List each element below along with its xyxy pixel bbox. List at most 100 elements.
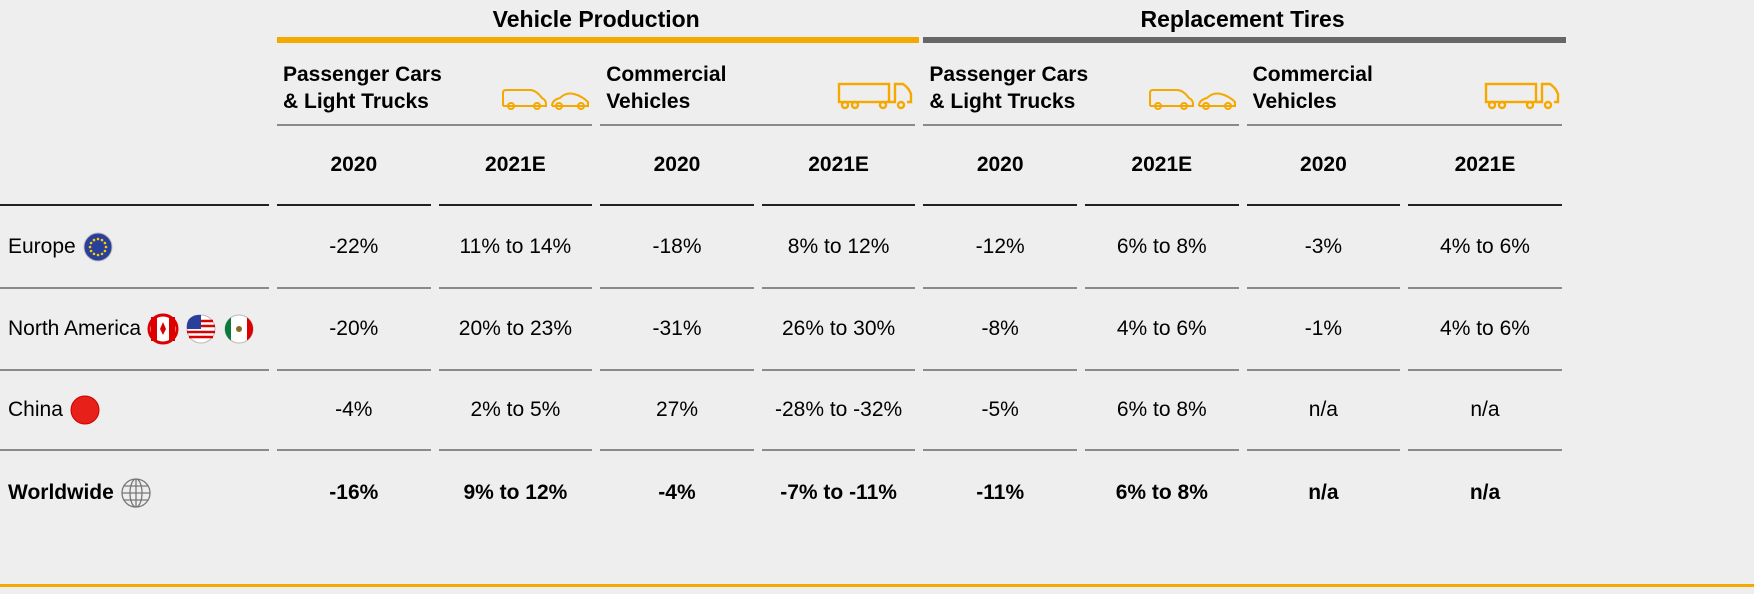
subgroup-line: Commercial (1252, 63, 1373, 86)
row-rule (438, 369, 593, 371)
subgroup-line: & Light Trucks (283, 90, 429, 113)
row-label-text: Worldwide (8, 481, 114, 504)
subgroup-rule (277, 124, 593, 126)
row-rule (1408, 369, 1562, 371)
group-bar (277, 37, 920, 43)
year-rule (438, 204, 593, 206)
subgroup-line: Vehicles (606, 90, 691, 113)
group-title: Vehicle Production (492, 6, 700, 32)
row-rule (1246, 369, 1401, 371)
subgroup-line: Passenger Cars (929, 63, 1089, 86)
year-header: 2021E (485, 153, 546, 176)
row-rule (923, 449, 1077, 451)
year-rule (277, 204, 431, 206)
truck-icon (837, 80, 913, 115)
value-cell: 6% to 8% (1116, 235, 1207, 258)
value-cell: -7% to -11% (780, 481, 897, 504)
row-rule (1246, 287, 1401, 289)
value-cell: n/a (1308, 398, 1338, 421)
region-icon (120, 477, 152, 509)
bottom-rule (0, 584, 1754, 587)
value-cell: n/a (1469, 481, 1501, 504)
year-header: 2021E (808, 153, 869, 176)
row-rule (277, 287, 431, 289)
value-cell: -4% (658, 481, 696, 504)
value-cell: -16% (329, 481, 379, 504)
year-header: 2020 (1300, 153, 1347, 176)
value-cell: 9% to 12% (463, 481, 568, 504)
row-rule (0, 287, 269, 289)
value-cell: -12% (975, 235, 1025, 258)
value-cell: -22% (329, 235, 379, 258)
value-cell: 11% to 14% (459, 235, 572, 258)
row-rule (0, 369, 269, 371)
subgroup-line: Vehicles (1252, 90, 1337, 113)
value-cell: 6% to 8% (1115, 481, 1208, 504)
value-cell: 4% to 6% (1116, 317, 1207, 340)
year-rule (1246, 204, 1401, 206)
row-rule (1085, 287, 1239, 289)
year-rule (600, 204, 754, 206)
year-rule (1408, 204, 1562, 206)
year-rule (0, 204, 269, 206)
value-cell: -18% (652, 235, 702, 258)
row-rule (1246, 449, 1401, 451)
year-header: 2020 (653, 153, 701, 176)
region-icon (82, 231, 114, 263)
value-cell: -1% (1304, 317, 1343, 340)
value-cell: 4% to 6% (1440, 235, 1530, 258)
value-cell: -28% to -32% (774, 398, 903, 421)
subgroup-line: Commercial (606, 63, 727, 86)
row-rule (1408, 449, 1562, 451)
subgroup-title: Commercial Vehicles (606, 61, 915, 115)
subgroup-rule (923, 124, 1239, 126)
row-rule (1085, 449, 1239, 451)
year-rule (923, 204, 1077, 206)
row-label-text: China (8, 398, 63, 421)
row-label: Worldwide (8, 477, 152, 509)
subgroup-title: Commercial Vehicles (1253, 61, 1562, 115)
row-rule (438, 287, 593, 289)
year-header: 2020 (330, 153, 378, 176)
region-icon (147, 313, 259, 345)
row-rule (0, 449, 269, 451)
value-cell: 8% to 12% (787, 235, 890, 258)
value-cell: 2% to 5% (470, 398, 561, 421)
row-label: Europe (8, 231, 114, 263)
value-cell: -20% (329, 317, 379, 340)
year-rule (1085, 204, 1239, 206)
year-rule (761, 204, 916, 206)
row-rule (600, 287, 754, 289)
row-rule (761, 369, 916, 371)
value-cell: 4% to 6% (1440, 317, 1530, 340)
region-icon (69, 394, 101, 426)
row-label-text: Europe (8, 235, 76, 258)
value-cell: 6% to 8% (1116, 398, 1207, 421)
row-label: China (8, 394, 101, 426)
row-label: North America (8, 313, 259, 345)
subgroup-line: Passenger Cars (283, 63, 442, 86)
subgroup-rule (600, 124, 916, 126)
row-label-text: North America (8, 317, 142, 340)
value-cell: -5% (981, 398, 1019, 421)
car-icon (500, 86, 592, 117)
value-cell: -11% (976, 481, 1025, 504)
year-header: 2021E (1454, 153, 1516, 176)
row-rule (277, 369, 431, 371)
row-rule (438, 449, 593, 451)
row-rule (600, 369, 754, 371)
subgroup-rule (1246, 124, 1562, 126)
row-rule (761, 449, 916, 451)
value-cell: -31% (652, 317, 702, 340)
group-title: Replacement Tires (1140, 6, 1345, 32)
row-rule (1408, 287, 1562, 289)
value-cell: 26% to 30% (781, 317, 896, 340)
value-cell: n/a (1308, 481, 1339, 504)
row-rule (277, 449, 431, 451)
row-rule (923, 369, 1077, 371)
row-rule (761, 287, 916, 289)
group-bar (923, 37, 1566, 43)
subgroup-title: Passenger Cars & Light Trucks (929, 61, 1238, 115)
value-cell: -8% (981, 317, 1019, 340)
